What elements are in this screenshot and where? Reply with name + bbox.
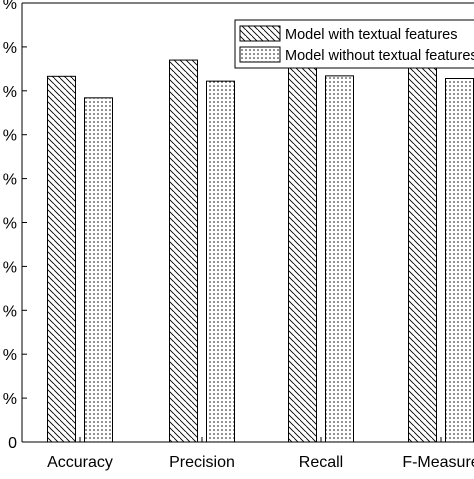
bars <box>47 59 474 443</box>
x-tick-label: Recall <box>299 454 343 471</box>
y-tick-label: % <box>3 216 17 233</box>
bar-with-textual-features <box>169 59 198 443</box>
bar-without-textual-features <box>325 75 354 443</box>
bar-without-textual-features <box>84 97 113 443</box>
axes: 0%%%%%%%%%% Accuracy Precision Recall F-Meas… <box>3 0 474 471</box>
legend-label-with-textual-features: Model with textual features <box>285 27 457 43</box>
y-tick-label: % <box>3 347 17 364</box>
bar-with-textual-features <box>408 62 437 443</box>
legend: Model with textual features Model without… <box>234 19 474 69</box>
legend-label-without-textual-features: Model without textual features <box>285 48 474 64</box>
bar-without-textual-features <box>445 78 474 443</box>
y-tick-label: % <box>3 259 17 276</box>
legend-swatch-with-textual-features <box>239 25 281 42</box>
y-tick-label: 0 <box>8 435 17 452</box>
y-tick-label: % <box>3 391 17 408</box>
y-tick-label: % <box>3 40 17 57</box>
x-tick-label: F-Measure <box>402 454 474 471</box>
x-tick-label: Precision <box>169 454 235 471</box>
y-tick-label: % <box>3 0 17 13</box>
bar-without-textual-features <box>206 80 235 443</box>
y-tick-label: % <box>3 303 17 320</box>
bar-with-textual-features <box>288 64 317 443</box>
x-tick-label: Accuracy <box>47 454 113 471</box>
bar-with-textual-features <box>47 75 76 443</box>
y-tick-label: % <box>3 172 17 189</box>
y-tick-label: % <box>3 128 17 145</box>
y-tick-label: % <box>3 84 17 101</box>
legend-swatch-without-textual-features <box>239 46 281 63</box>
